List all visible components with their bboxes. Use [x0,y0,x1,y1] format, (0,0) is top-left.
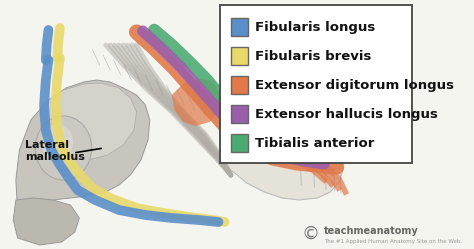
FancyBboxPatch shape [231,47,248,65]
Polygon shape [16,80,150,240]
Circle shape [41,124,73,160]
Polygon shape [40,83,137,160]
FancyBboxPatch shape [231,76,248,94]
FancyBboxPatch shape [220,5,412,163]
Polygon shape [172,78,220,126]
Text: Extensor digitorum longus: Extensor digitorum longus [255,78,455,91]
Text: Tibialis anterior: Tibialis anterior [255,136,375,149]
Text: The #1 Applied Human Anatomy Site on the Web.: The #1 Applied Human Anatomy Site on the… [324,239,462,244]
FancyBboxPatch shape [231,105,248,123]
Text: Fibularis brevis: Fibularis brevis [255,50,372,62]
Text: Lateral
malleolus: Lateral malleolus [25,140,84,162]
Text: ©: © [301,225,319,243]
Circle shape [35,116,91,180]
Text: teachmeanatomy: teachmeanatomy [324,226,419,236]
Text: Extensor hallucis longus: Extensor hallucis longus [255,108,438,121]
FancyBboxPatch shape [231,18,248,36]
Polygon shape [220,138,344,200]
FancyBboxPatch shape [231,134,248,152]
Polygon shape [13,198,79,245]
Text: Fibularis longus: Fibularis longus [255,20,376,34]
